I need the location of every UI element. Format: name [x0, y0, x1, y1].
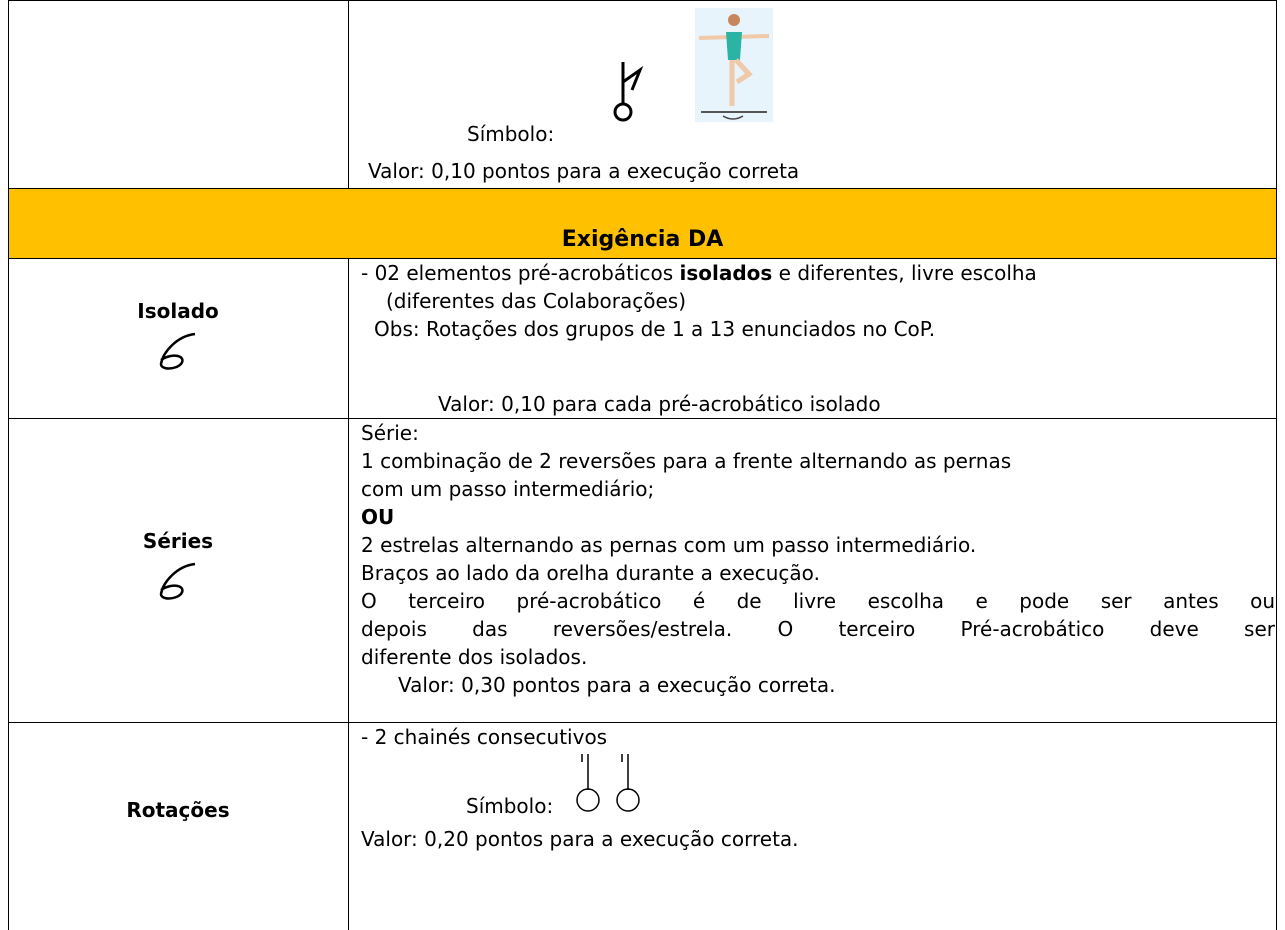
symbol-label: Símbolo:: [466, 794, 554, 818]
line: diferente dos isolados.: [361, 645, 588, 669]
line: 2 estrelas alternando as pernas com um p…: [361, 533, 977, 557]
gymnast-image: [695, 8, 773, 122]
line: - 2 chainés consecutivos: [361, 725, 608, 749]
line: (diferentes das Colaborações): [386, 289, 686, 313]
line: OU: [361, 505, 395, 529]
border: [8, 722, 1277, 723]
line: Valor: 0,20 pontos para a execução corre…: [361, 827, 799, 851]
border: [8, 0, 1277, 1]
border: [8, 0, 9, 930]
symbol-label: Símbolo:: [467, 122, 555, 146]
line: Valor: 0,30 pontos para a execução corre…: [398, 673, 836, 697]
line: 1 combinação de 2 reversões para a frent…: [361, 449, 1012, 473]
header-band: [9, 188, 1276, 258]
symbol: [568, 752, 650, 814]
text: - 02 elementos pré-acrobáticos: [361, 261, 674, 285]
value-text: Valor: 0,10 pontos para a execução corre…: [368, 159, 800, 183]
line: Obs: Rotações dos grupos de 1 a 13 enunc…: [374, 317, 936, 341]
section-title: Exigência DA: [561, 227, 724, 252]
symbol: [159, 562, 196, 600]
line: Braços ao lado da orelha durante a execu…: [361, 561, 820, 585]
row-label: Rotações: [126, 798, 230, 822]
row-label: Isolado: [137, 299, 219, 323]
border: [348, 0, 349, 188]
line: Série:: [361, 421, 419, 445]
line: - 02 elementos pré-acrobáticos isolados …: [361, 259, 1037, 287]
text: e diferentes, livre escolha: [778, 261, 1037, 285]
border: [1276, 0, 1277, 930]
line: Valor: 0,10 para cada pré-acrobático iso…: [438, 392, 881, 416]
border: [8, 188, 1277, 189]
border: [348, 258, 349, 930]
bold-text: isolados: [679, 261, 773, 285]
line: com um passo intermediário;: [361, 477, 655, 501]
line: O terceiro pré-acrobático é de livre esc…: [361, 589, 1275, 613]
symbol: [613, 62, 644, 122]
row-label: Séries: [142, 529, 214, 553]
border: [8, 258, 1277, 259]
line: depois das reversões/estrela. O terceiro…: [361, 617, 1275, 641]
border: [8, 418, 1277, 419]
symbol: [159, 332, 196, 370]
